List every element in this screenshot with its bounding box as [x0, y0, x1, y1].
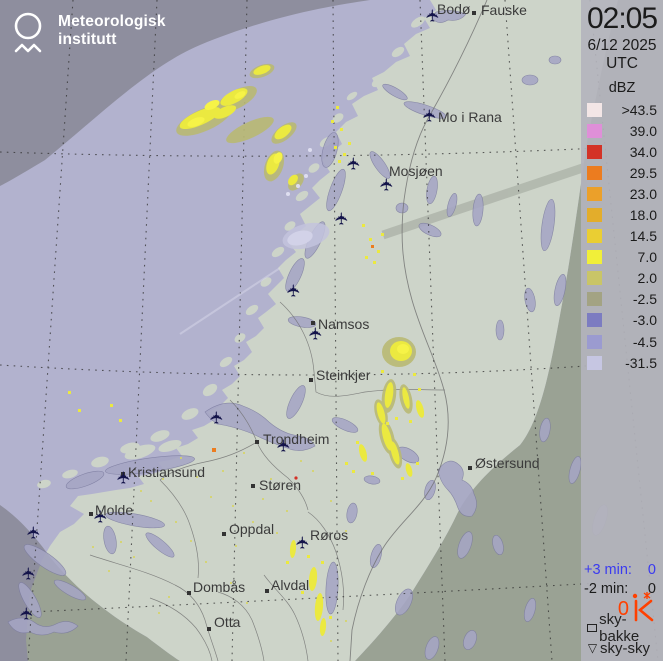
timezone: UTC — [606, 55, 638, 72]
nowcast-label: -2 min: — [584, 581, 629, 597]
lightning-legend: sky-bakke ▽ sky-sky — [581, 611, 663, 658]
dbz-legend: >43.5 39.0 34.0 29.5 23.0 18.0 14.5 7.0 2.0 -2.5 -… — [581, 99, 663, 373]
clock: 02:05 — [586, 2, 658, 35]
legend-value: 39.0 — [629, 122, 657, 139]
legend-row: 2.0 — [581, 268, 663, 289]
sky-legend-row: sky-bakke — [581, 611, 663, 645]
streak-artifact — [179, 267, 281, 335]
legend-swatch — [587, 229, 602, 244]
legend-row: -3.0 — [581, 310, 663, 331]
met-institute-logo: Meteorologisk institutt — [12, 10, 166, 56]
precipitation-layer — [68, 63, 425, 642]
legend-swatch — [587, 313, 602, 328]
sky-legend-label: sky-bakke — [599, 611, 640, 645]
nowcast-block: +3 min: 0 -2 min: 0 — [581, 562, 663, 600]
legend-row: -2.5 — [581, 289, 663, 310]
nowcast-value: 0 — [647, 562, 656, 578]
legend-swatch — [587, 102, 602, 117]
triangle-symbol-icon: ▽ — [585, 642, 600, 654]
legend-swatch — [587, 123, 602, 138]
met-logo-icon — [14, 12, 42, 53]
logo-text-line2: institutt — [58, 31, 117, 48]
legend-value: 18.0 — [629, 207, 657, 224]
legend-swatch — [587, 334, 602, 349]
nowcast-row: +3 min: 0 — [581, 562, 663, 581]
legend-row: >43.5 — [581, 99, 663, 120]
legend-value: 29.5 — [629, 164, 657, 181]
legend-value: 7.0 — [637, 249, 657, 266]
square-glyph — [587, 624, 598, 632]
legend-value: >43.5 — [621, 101, 657, 118]
legend-value: -3.0 — [632, 312, 657, 329]
legend-row: -31.5 — [581, 352, 663, 373]
legend-swatch — [587, 250, 602, 265]
legend-swatch — [587, 208, 602, 223]
sky-legend-label: sky-sky — [600, 639, 650, 657]
legend-swatch — [587, 292, 602, 307]
legend-swatch — [587, 165, 602, 180]
legend-row: -4.5 — [581, 331, 663, 352]
legend-row: 14.5 — [581, 226, 663, 247]
legend-unit: dBZ — [608, 80, 636, 96]
lightning-count: 0 — [617, 598, 629, 620]
legend-row: 23.0 — [581, 183, 663, 204]
water-layer — [7, 10, 608, 660]
nowcast-value: 0 — [647, 581, 656, 597]
legend-swatch — [587, 144, 602, 159]
square-symbol-icon — [585, 624, 599, 632]
legend-value: -4.5 — [632, 333, 657, 350]
nowcast-label: +3 min: — [584, 562, 632, 578]
lightning-block: 0 — [618, 592, 656, 622]
info-panel: 02:05 6/12 2025 UTC dBZ >43.5 39.0 34.0 29.… — [581, 0, 663, 661]
border-layer — [89, 0, 488, 661]
legend-row: 34.0 — [581, 141, 663, 162]
lightning-icon — [632, 592, 654, 622]
legend-value: 2.0 — [637, 270, 657, 287]
legend-value: -2.5 — [632, 291, 657, 308]
legend-row: 18.0 — [581, 204, 663, 225]
sky-legend-row: ▽ sky-sky — [581, 638, 663, 658]
legend-value: -31.5 — [625, 354, 657, 371]
logo-text-line1: Meteorologisk — [58, 13, 166, 30]
legend-value: 34.0 — [629, 143, 657, 160]
legend-row: 7.0 — [581, 247, 663, 268]
legend-value: 14.5 — [629, 228, 657, 245]
triangle-glyph: ▽ — [587, 641, 598, 655]
date: 6/12 2025 — [587, 37, 657, 54]
nowcast-row: -2 min: 0 — [581, 581, 663, 600]
legend-value: 23.0 — [629, 185, 657, 202]
legend-swatch — [587, 271, 602, 286]
legend-swatch — [587, 355, 602, 370]
legend-row: 39.0 — [581, 120, 663, 141]
legend-row: 29.5 — [581, 162, 663, 183]
legend-swatch — [587, 186, 602, 201]
